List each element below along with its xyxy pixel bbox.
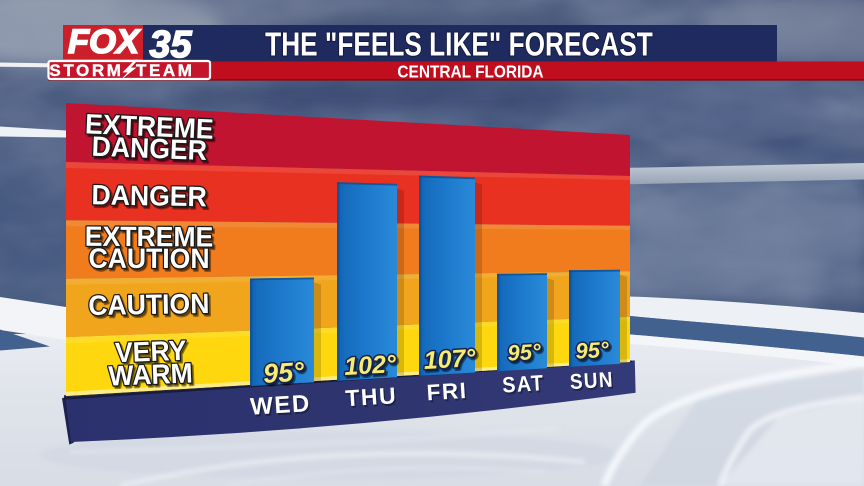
svg-text:CAUTION: CAUTION [90,290,212,324]
svg-text:102°: 102° [345,352,399,383]
svg-text:DANGER: DANGER [91,130,208,166]
svg-text:CAUTION: CAUTION [90,244,211,276]
svg-text:107°: 107° [423,344,477,375]
svg-text:CENTRAL FLORIDA: CENTRAL FLORIDA [397,61,543,81]
svg-text:EXTREME: EXTREME [87,110,217,147]
svg-text:95°: 95° [577,339,612,366]
svg-text:SAT: SAT [503,373,547,400]
svg-text:THU: THU [346,384,399,413]
svg-text:FRI: FRI [427,380,469,407]
svg-text:WARM: WARM [108,357,193,392]
svg-text:DANGER: DANGER [91,179,207,213]
svg-text:THU: THU [345,382,398,411]
svg-text:EXTREME: EXTREME [85,220,214,252]
svg-text:WED: WED [250,390,312,421]
svg-text:FOX: FOX [68,23,141,61]
svg-text:SAT: SAT [502,371,546,398]
svg-text:WED: WED [251,392,313,423]
svg-text:95°: 95° [262,357,305,389]
svg-text:DANGER: DANGER [93,181,209,215]
svg-text:THE "FEELS LIKE" FORECAST: THE "FEELS LIKE" FORECAST [265,27,653,64]
svg-text:VERY: VERY [116,337,188,371]
svg-text:35: 35 [149,24,192,66]
svg-text:WARM: WARM [110,359,195,394]
svg-text:SUN: SUN [571,370,616,396]
svg-text:FRI: FRI [426,378,468,405]
svg-text:95°: 95° [575,337,610,364]
svg-text:SUN: SUN [569,368,614,394]
svg-text:CAUTION: CAUTION [88,242,209,274]
svg-text:102°: 102° [343,350,397,381]
svg-text:VERY: VERY [114,334,186,368]
svg-text:107°: 107° [425,346,479,377]
svg-text:DANGER: DANGER [93,132,210,168]
svg-text:95°: 95° [264,359,307,391]
svg-text:EXTREME: EXTREME [87,223,216,255]
svg-text:TEAM: TEAM [136,61,195,80]
svg-text:EXTREME: EXTREME [85,108,215,145]
svg-text:95°: 95° [509,341,544,368]
svg-text:CAUTION: CAUTION [88,287,210,321]
svg-text:95°: 95° [507,339,542,366]
svg-text:STORM: STORM [49,61,123,80]
